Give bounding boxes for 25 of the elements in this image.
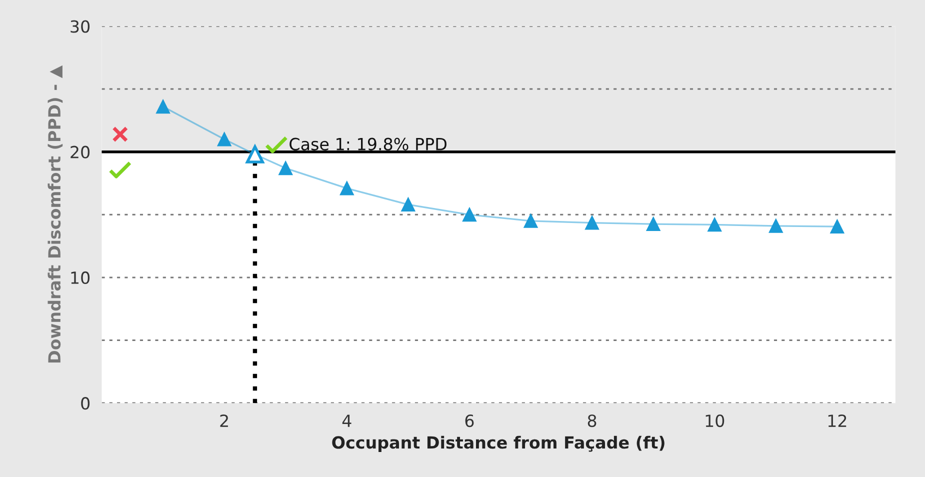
y-tick-label: 20 — [70, 146, 90, 158]
point — [278, 161, 293, 176]
point — [768, 219, 783, 233]
y-tick-label: 10 — [71, 271, 90, 284]
point — [524, 214, 538, 228]
point — [830, 220, 844, 234]
y-tick-label: 0 — [81, 397, 90, 410]
y-axis-title: Downdraft Discomfort (PPD) - ▲ — [48, 65, 63, 362]
point — [401, 198, 416, 212]
annotation: Case 1: 19.8% PPD — [290, 138, 446, 150]
point — [156, 100, 170, 114]
x-tick-label: 12 — [828, 414, 846, 427]
x-tick-label: 2 — [220, 414, 228, 427]
x-tick-label: 10 — [706, 414, 724, 428]
point — [708, 218, 722, 232]
x-axis-title: Occupant Distance from Façade (ft) — [332, 436, 664, 452]
y-tick-label: 30 — [70, 20, 90, 33]
point — [585, 216, 599, 230]
x-tick-label: 4 — [342, 414, 352, 427]
point — [340, 181, 354, 196]
point — [462, 208, 476, 222]
point — [217, 132, 232, 146]
x-tick-label: 8 — [588, 414, 596, 428]
x-tick-label: 6 — [465, 414, 474, 428]
point — [646, 217, 660, 232]
